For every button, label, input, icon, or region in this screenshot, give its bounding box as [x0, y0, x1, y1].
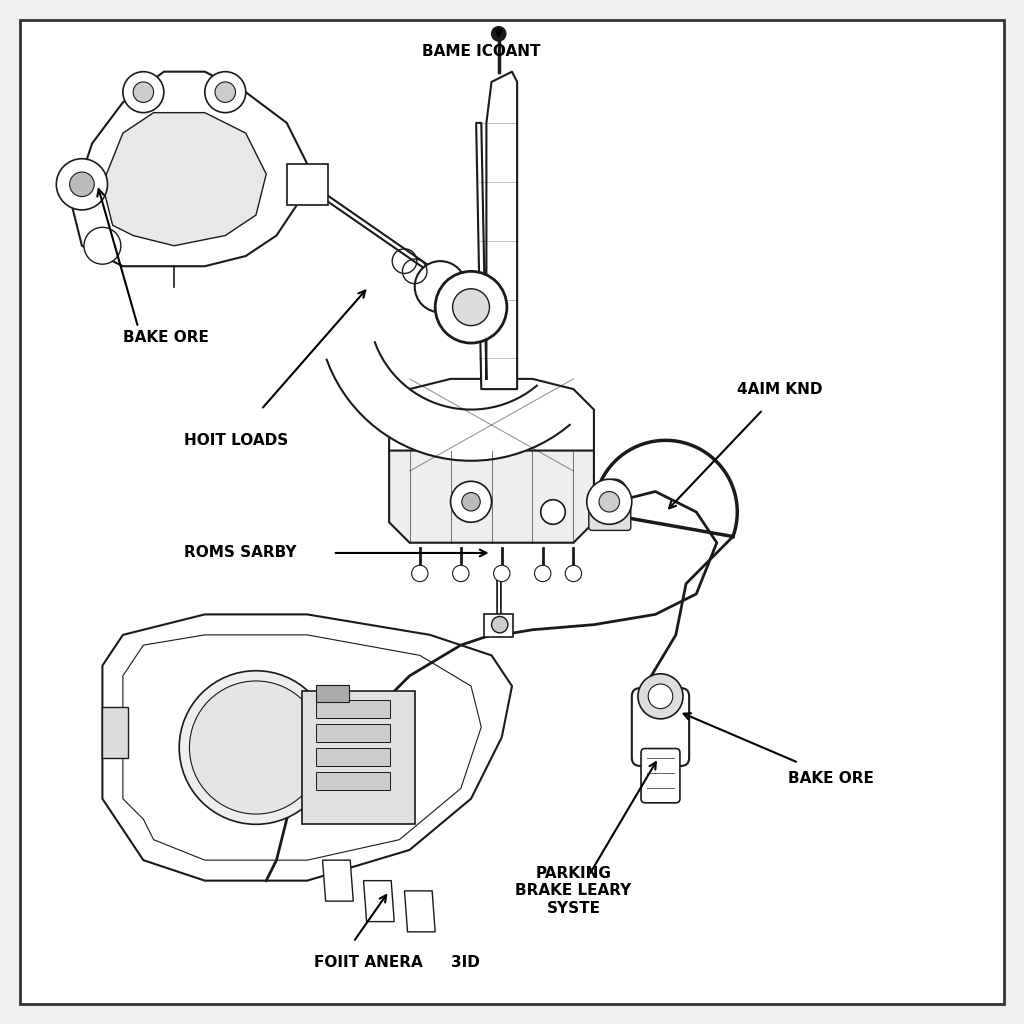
- FancyBboxPatch shape: [316, 749, 390, 766]
- FancyBboxPatch shape: [641, 749, 680, 803]
- FancyBboxPatch shape: [316, 724, 390, 741]
- Circle shape: [453, 289, 489, 326]
- FancyBboxPatch shape: [302, 691, 415, 824]
- Circle shape: [215, 82, 236, 102]
- Text: BAKE ORE: BAKE ORE: [123, 331, 209, 345]
- FancyBboxPatch shape: [20, 20, 1004, 1004]
- Circle shape: [70, 172, 94, 197]
- Text: PARKING
BRAKE LEARY
SYSTE: PARKING BRAKE LEARY SYSTE: [515, 866, 632, 915]
- Circle shape: [179, 671, 333, 824]
- Polygon shape: [72, 72, 307, 266]
- Circle shape: [189, 681, 323, 814]
- Circle shape: [451, 481, 492, 522]
- Text: ROMS SARBY: ROMS SARBY: [184, 546, 297, 560]
- Text: BAME ICOANT: BAME ICOANT: [422, 44, 541, 58]
- Circle shape: [602, 479, 627, 504]
- Circle shape: [638, 674, 683, 719]
- Circle shape: [84, 227, 121, 264]
- Circle shape: [535, 565, 551, 582]
- Circle shape: [56, 159, 108, 210]
- Polygon shape: [102, 113, 266, 246]
- Polygon shape: [476, 72, 517, 389]
- FancyBboxPatch shape: [316, 772, 390, 790]
- Text: 3ID: 3ID: [451, 955, 479, 970]
- FancyBboxPatch shape: [316, 700, 390, 718]
- Text: FOIIT ANERA: FOIIT ANERA: [314, 955, 423, 970]
- FancyBboxPatch shape: [102, 707, 128, 758]
- Polygon shape: [389, 379, 594, 471]
- Circle shape: [648, 684, 673, 709]
- Circle shape: [587, 479, 632, 524]
- FancyBboxPatch shape: [632, 688, 689, 766]
- Circle shape: [599, 492, 620, 512]
- Polygon shape: [404, 891, 435, 932]
- FancyBboxPatch shape: [484, 614, 513, 637]
- Circle shape: [123, 72, 164, 113]
- FancyBboxPatch shape: [287, 164, 328, 205]
- Polygon shape: [389, 451, 594, 543]
- Circle shape: [492, 616, 508, 633]
- Circle shape: [541, 500, 565, 524]
- Circle shape: [435, 271, 507, 343]
- Circle shape: [412, 565, 428, 582]
- Text: HOIT LOADS: HOIT LOADS: [184, 433, 289, 447]
- Text: 4AIM KND: 4AIM KND: [737, 382, 822, 396]
- Circle shape: [494, 565, 510, 582]
- Polygon shape: [327, 342, 569, 461]
- Circle shape: [462, 493, 480, 511]
- Circle shape: [133, 82, 154, 102]
- FancyBboxPatch shape: [589, 499, 631, 530]
- Polygon shape: [323, 860, 353, 901]
- Circle shape: [453, 565, 469, 582]
- Circle shape: [415, 261, 466, 312]
- Circle shape: [205, 72, 246, 113]
- FancyBboxPatch shape: [316, 685, 349, 702]
- Polygon shape: [102, 614, 512, 881]
- Circle shape: [565, 565, 582, 582]
- Polygon shape: [364, 881, 394, 922]
- Circle shape: [492, 27, 506, 41]
- Text: BAKE ORE: BAKE ORE: [788, 771, 874, 785]
